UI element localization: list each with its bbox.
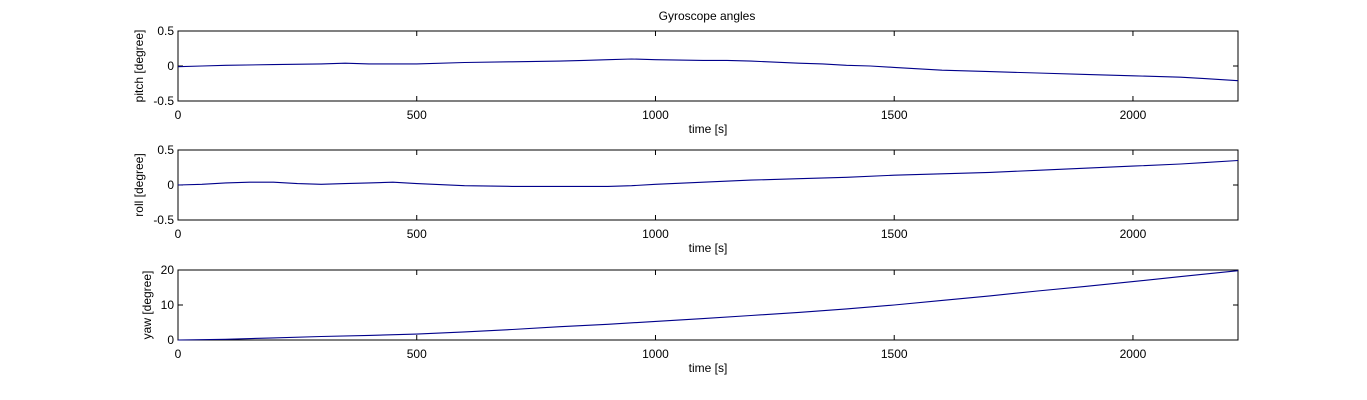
subplot-pitch: 0 500 1000 1500 2000 -0.500.5 time [s] pitch… [132,24,1239,136]
x-tick-label-pitch-1500: 1500 [881,108,908,122]
x-tick-label-pitch-500: 500 [407,108,427,122]
series-line-yaw [177,270,1239,341]
x-tick-label-roll-1000: 1000 [642,227,669,241]
x-ticks-roll: 0 500 1000 1500 2000 [175,150,1147,241]
x-tick-label-yaw-1500: 1500 [881,347,908,361]
x-tick-label-yaw-2000: 2000 [1120,347,1147,361]
x-tick-label-pitch-1000: 1000 [642,108,669,122]
x-tick-label-roll-2000: 2000 [1120,227,1147,241]
x-tick-label-roll-500: 500 [407,227,427,241]
x-tick-label-roll-1500: 1500 [881,227,908,241]
x-ticks-pitch: 0 500 1000 1500 2000 [175,31,1147,122]
y-tick-label-roll-0.5: 0.5 [157,143,174,157]
y-tick-label-roll-0: 0 [167,178,174,192]
x-axis-label-yaw: time [s] [689,361,728,375]
x-tick-label-yaw-1000: 1000 [642,347,669,361]
y-tick-label-roll--0.5: -0.5 [153,213,174,227]
y-tick-label-yaw-0: 0 [167,333,174,347]
y-axis-label-pitch: pitch [degree] [132,30,146,103]
plot-area-roll [177,149,1239,221]
y-ticks-roll: -0.5 0 0.5 [153,143,1238,227]
x-tick-label-yaw-0: 0 [175,347,182,361]
x-tick-label-pitch-0: 0 [175,108,182,122]
y-axis-label-yaw: yaw [degree] [140,271,154,340]
y-tick-label-pitch--0.5: -0.5 [153,94,174,108]
x-axis-label-pitch: time [s] [689,122,728,136]
y-tick-label-yaw-10: 10 [161,298,175,312]
x-axis-label-roll: time [s] [689,241,728,255]
y-tick-label-pitch-0: 0 [167,59,174,73]
x-ticks-yaw: 0 500 1000 1500 2000 [175,270,1147,361]
series-line-pitch [177,58,1239,82]
y-tick-label-yaw-20: 20 [161,263,175,277]
figure-title: Gyroscope angles [659,9,756,23]
subplot-yaw: 0 500 1000 1500 2000 0 10 20 time [s] yaw [deg… [140,263,1239,375]
subplot-roll: 0 500 1000 1500 2000 -0.500.5 time [s] roll … [132,143,1239,255]
plot-area-yaw [177,269,1239,341]
plot-area-pitch [177,30,1239,102]
x-tick-label-pitch-2000: 2000 [1120,108,1147,122]
y-ticks-pitch: -0.5 0 0.5 [153,24,1238,108]
series-line-roll [177,159,1239,187]
y-ticks-yaw: 0 10 20 [161,263,1238,347]
x-tick-label-roll-0: 0 [175,227,182,241]
y-axis-label-roll: roll [degree] [132,153,146,216]
x-tick-label-yaw-500: 500 [407,347,427,361]
y-tick-label-pitch-0.5: 0.5 [157,24,174,38]
